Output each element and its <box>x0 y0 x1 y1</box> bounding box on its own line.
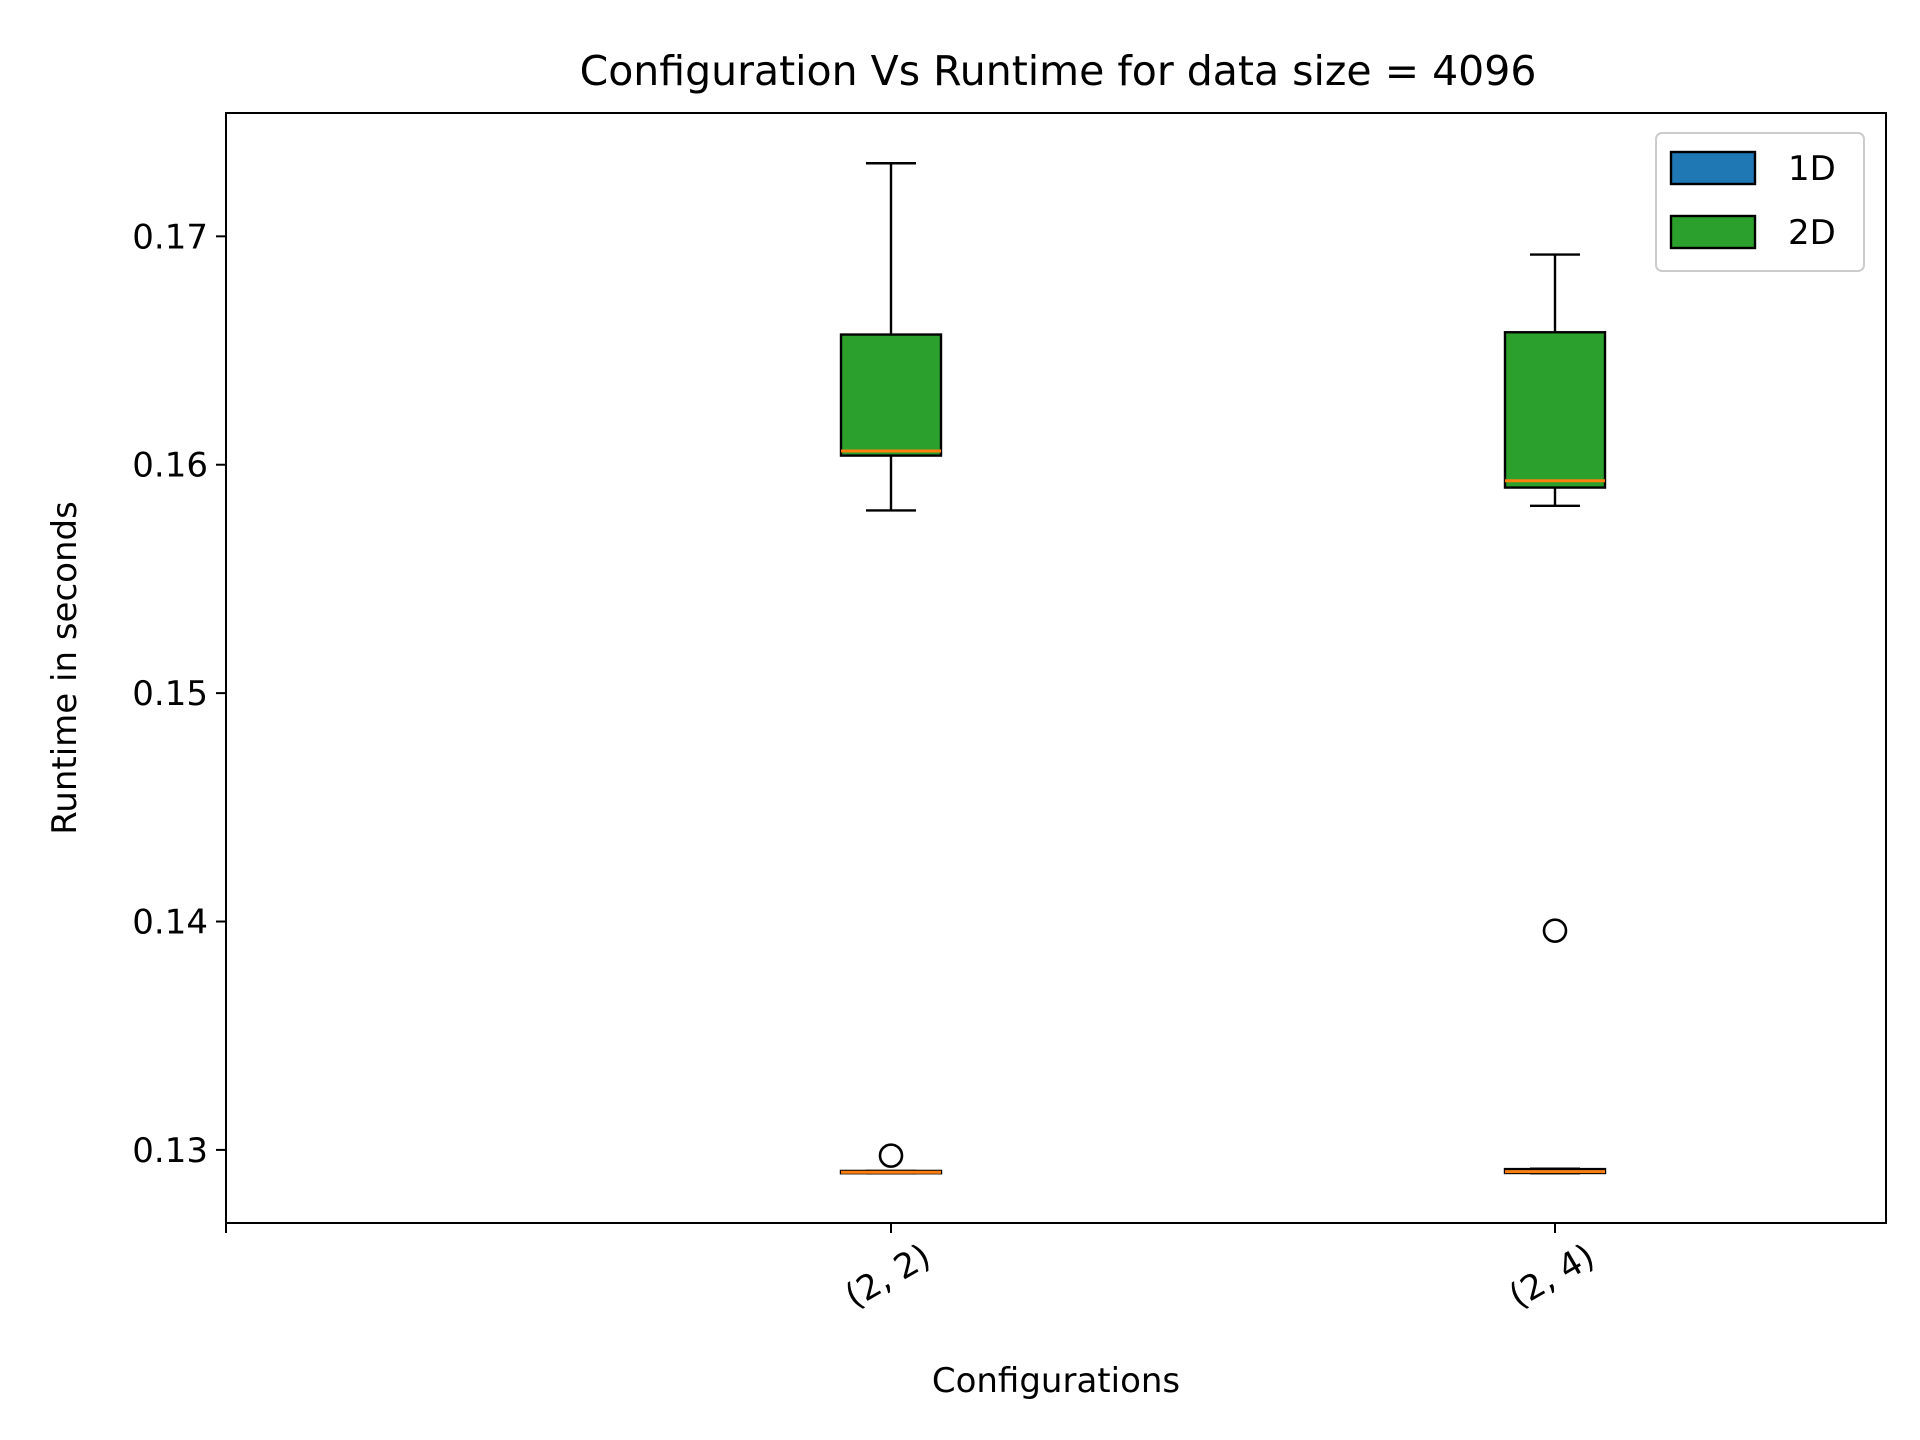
legend-swatch <box>1669 214 1757 250</box>
x-tick-label: (2, 2) <box>838 1236 937 1316</box>
box-plot <box>839 162 943 512</box>
legend-label: 2D <box>1788 213 1836 253</box>
chart-title: Configuration Vs Runtime for data size =… <box>580 47 1537 95</box>
x-tick-label: (2, 4) <box>1502 1236 1601 1316</box>
x-axis: (2, 2) (2, 4) <box>225 1223 1602 1317</box>
y-tick-label: 0.15 <box>132 674 208 714</box>
y-tick-label: 0.17 <box>132 217 208 257</box>
legend-swatch <box>1669 150 1757 186</box>
box <box>839 333 943 457</box>
legend-label: 1D <box>1788 149 1836 189</box>
axes-frame <box>225 112 1887 1224</box>
y-tick-label: 0.16 <box>132 446 208 486</box>
y-axis: 0.13 0.14 0.15 0.16 0.17 <box>132 217 226 1171</box>
legend-items: 1D 2D <box>1669 149 1836 253</box>
box-plot <box>839 1143 943 1175</box>
x-axis-label: Configurations <box>932 1361 1180 1401</box>
plot-area <box>839 162 1607 1175</box>
box <box>1503 331 1607 489</box>
outlier-point <box>878 1143 904 1168</box>
y-axis-label: Runtime in seconds <box>45 501 85 835</box>
box-plot <box>1503 1167 1607 1175</box>
outlier-point <box>1542 918 1568 943</box>
y-tick-label: 0.13 <box>132 1131 208 1171</box>
legend: 1D 2D <box>1655 132 1865 272</box>
box-plot <box>1503 253 1607 943</box>
y-tick-label: 0.14 <box>132 903 208 943</box>
